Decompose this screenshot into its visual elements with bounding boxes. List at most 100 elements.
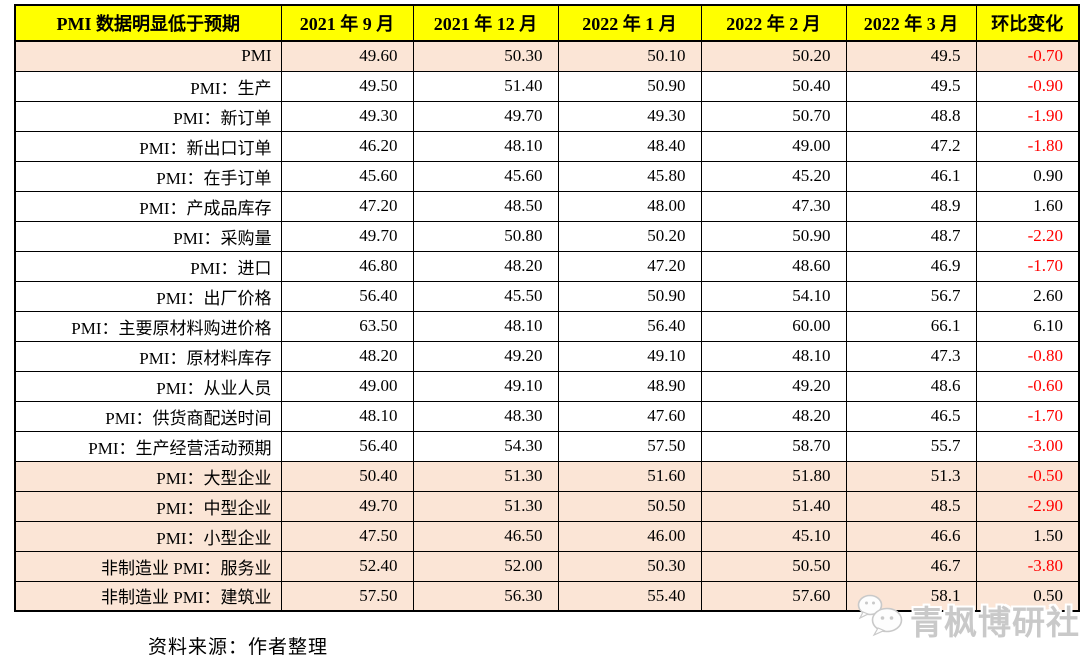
- value-cell: 45.50: [412, 280, 559, 312]
- column-header-2022-02: 2022 年 2 月: [700, 4, 847, 42]
- value-cell: 60.00: [700, 310, 847, 342]
- row-label-cell: PMI：进口: [14, 250, 282, 282]
- value-cell: 49.10: [412, 370, 559, 402]
- value-cell: 55.40: [557, 580, 702, 612]
- value-cell: 48.6: [845, 370, 977, 402]
- value-cell: -1.70: [975, 250, 1080, 282]
- row-label-cell: 非制造业 PMI：服务业: [14, 550, 282, 582]
- row-label-cell: PMI：新出口订单: [14, 130, 282, 162]
- value-cell: -0.90: [975, 70, 1080, 102]
- value-cell: 51.30: [412, 460, 559, 492]
- value-cell: -0.70: [975, 40, 1080, 72]
- table-row: 非制造业 PMI：建筑业 57.50 56.30 55.40 57.60 58.1 0.50: [14, 580, 1080, 612]
- table-row: PMI：新出口订单 46.20 48.10 48.40 49.00 47.2 -1.80: [14, 130, 1080, 162]
- value-cell: 50.70: [700, 100, 847, 132]
- value-cell: 45.20: [700, 160, 847, 192]
- table-row: PMI：采购量 49.70 50.80 50.20 50.90 48.7 -2.20: [14, 220, 1080, 252]
- value-cell: 48.20: [700, 400, 847, 432]
- value-cell: 48.40: [557, 130, 702, 162]
- value-cell: 50.40: [280, 460, 414, 492]
- value-cell: 50.40: [700, 70, 847, 102]
- source-note: 资料来源：作者整理: [148, 637, 329, 658]
- value-cell: 56.40: [280, 280, 414, 312]
- value-cell: 48.20: [280, 340, 414, 372]
- value-cell: 48.7: [845, 220, 977, 252]
- value-cell: 48.10: [280, 400, 414, 432]
- row-label-cell: PMI：出厂价格: [14, 280, 282, 312]
- column-header-2022-01: 2022 年 1 月: [557, 4, 702, 42]
- value-cell: 51.40: [700, 490, 847, 522]
- value-cell: 50.50: [557, 490, 702, 522]
- value-cell: 48.10: [412, 310, 559, 342]
- value-cell: 48.9: [845, 190, 977, 222]
- value-cell: 48.00: [557, 190, 702, 222]
- value-cell: 47.60: [557, 400, 702, 432]
- value-cell: 49.5: [845, 40, 977, 72]
- value-cell: 56.7: [845, 280, 977, 312]
- row-label-cell: PMI：中型企业: [14, 490, 282, 522]
- value-cell: 49.30: [557, 100, 702, 132]
- row-label-cell: PMI：在手订单: [14, 160, 282, 192]
- value-cell: 56.30: [412, 580, 559, 612]
- row-label-cell: PMI：生产经营活动预期: [14, 430, 282, 462]
- table-row: 非制造业 PMI：服务业 52.40 52.00 50.30 50.50 46.7 -3.8…: [14, 550, 1080, 582]
- value-cell: 51.40: [412, 70, 559, 102]
- value-cell: 50.10: [557, 40, 702, 72]
- value-cell: -1.80: [975, 130, 1080, 162]
- value-cell: 48.90: [557, 370, 702, 402]
- value-cell: 50.90: [557, 70, 702, 102]
- value-cell: -3.00: [975, 430, 1080, 462]
- value-cell: -0.50: [975, 460, 1080, 492]
- value-cell: 66.1: [845, 310, 977, 342]
- value-cell: 50.50: [700, 550, 847, 582]
- value-cell: 56.40: [557, 310, 702, 342]
- value-cell: 52.40: [280, 550, 414, 582]
- value-cell: 54.30: [412, 430, 559, 462]
- value-cell: 48.30: [412, 400, 559, 432]
- value-cell: 45.80: [557, 160, 702, 192]
- value-cell: 46.80: [280, 250, 414, 282]
- value-cell: 0.50: [975, 580, 1080, 612]
- value-cell: 50.30: [412, 40, 559, 72]
- value-cell: 49.50: [280, 70, 414, 102]
- value-cell: 46.7: [845, 550, 977, 582]
- row-label-cell: PMI：从业人员: [14, 370, 282, 402]
- column-header-2021-12: 2021 年 12 月: [412, 4, 559, 42]
- value-cell: -2.20: [975, 220, 1080, 252]
- row-label-cell: PMI：大型企业: [14, 460, 282, 492]
- row-label-cell: PMI：供货商配送时间: [14, 400, 282, 432]
- table-row: PMI：大型企业 50.40 51.30 51.60 51.80 51.3 -0.50: [14, 460, 1080, 492]
- value-cell: 46.6: [845, 520, 977, 552]
- table-row: PMI：中型企业 49.70 51.30 50.50 51.40 48.5 -2.90: [14, 490, 1080, 522]
- row-label-cell: PMI：主要原材料购进价格: [14, 310, 282, 342]
- value-cell: 46.00: [557, 520, 702, 552]
- table-row: PMI：新订单 49.30 49.70 49.30 50.70 48.8 -1.90: [14, 100, 1080, 132]
- value-cell: 57.50: [280, 580, 414, 612]
- table-title-cell: PMI 数据明显低于预期: [14, 4, 282, 42]
- header-row: PMI 数据明显低于预期 2021 年 9 月 2021 年 12 月 2022…: [14, 4, 1080, 42]
- value-cell: 58.70: [700, 430, 847, 462]
- value-cell: -2.90: [975, 490, 1080, 522]
- table-row: PMI：进口 46.80 48.20 47.20 48.60 46.9 -1.70: [14, 250, 1080, 282]
- table-row: PMI：生产经营活动预期 56.40 54.30 57.50 58.70 55.7 -3.0…: [14, 430, 1080, 462]
- value-cell: 48.10: [700, 340, 847, 372]
- value-cell: 57.50: [557, 430, 702, 462]
- value-cell: 47.2: [845, 130, 977, 162]
- value-cell: 46.1: [845, 160, 977, 192]
- value-cell: 47.30: [700, 190, 847, 222]
- row-label-cell: PMI：生产: [14, 70, 282, 102]
- table-row: PMI：生产 49.50 51.40 50.90 50.40 49.5 -0.90: [14, 70, 1080, 102]
- column-header-mom-change: 环比变化: [975, 4, 1080, 42]
- table-row: PMI：出厂价格 56.40 45.50 50.90 54.10 56.7 2.60: [14, 280, 1080, 312]
- value-cell: 63.50: [280, 310, 414, 342]
- value-cell: -0.80: [975, 340, 1080, 372]
- value-cell: -3.80: [975, 550, 1080, 582]
- value-cell: 48.20: [412, 250, 559, 282]
- value-cell: 49.70: [280, 220, 414, 252]
- value-cell: 49.20: [700, 370, 847, 402]
- value-cell: 48.5: [845, 490, 977, 522]
- table-row: PMI：在手订单 45.60 45.60 45.80 45.20 46.1 0.90: [14, 160, 1080, 192]
- value-cell: 45.60: [412, 160, 559, 192]
- table-row: PMI：主要原材料购进价格 63.50 48.10 56.40 60.00 66.1 6.1…: [14, 310, 1080, 342]
